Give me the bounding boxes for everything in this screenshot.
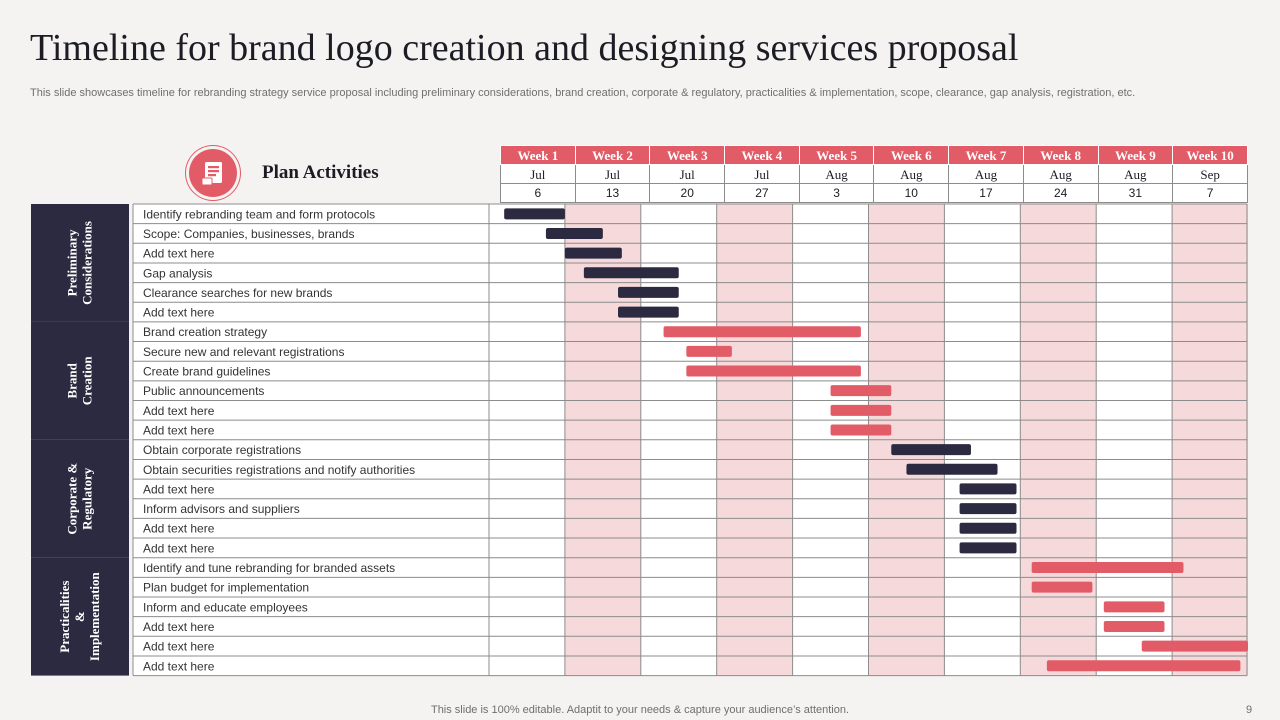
week-day: 3	[798, 183, 875, 203]
footer-note: This slide is 100% editable. Adaptit to …	[430, 704, 850, 716]
gantt-bar	[1103, 601, 1165, 613]
task-label: Add text here	[143, 404, 215, 418]
group-panel	[31, 557, 129, 676]
group-label: Corporate &Regulatory	[65, 463, 95, 535]
task-label: Add text here	[143, 522, 215, 536]
task-label: Add text here	[143, 659, 215, 673]
page-number: 9	[1246, 704, 1253, 716]
week-day: 24	[1022, 183, 1099, 203]
week-month: Jul	[724, 164, 800, 184]
plan-activities-heading: Plan Activities	[262, 162, 379, 183]
gantt-bar	[891, 444, 971, 456]
group-label: BrandCreation	[65, 356, 95, 406]
gantt-bar	[564, 247, 622, 259]
gantt-bar	[1046, 660, 1241, 672]
task-label: Add text here	[143, 247, 215, 261]
group-panel	[31, 204, 129, 322]
task-label: Inform advisors and suppliers	[143, 502, 300, 516]
gantt-bar	[1031, 562, 1184, 574]
week-header-table: Week 1 Week 2 Week 3 Week 4 Week 5 Week …	[500, 145, 1248, 203]
week-month: Jul	[574, 164, 651, 184]
week-month: Jul	[500, 164, 576, 184]
week-label: Week 7	[948, 145, 1024, 165]
task-label: Brand creation strategy	[143, 325, 267, 339]
task-label: Add text here	[143, 541, 215, 555]
week-label: Week 8	[1022, 145, 1099, 165]
gantt-bar	[504, 208, 565, 220]
week-day: 20	[649, 183, 726, 203]
week-day: 17	[948, 183, 1024, 203]
task-label: Public announcements	[143, 384, 264, 398]
gantt-bar	[906, 463, 998, 475]
gantt-bar	[545, 227, 603, 239]
slide-subtitle: This slide showcases timeline for rebran…	[30, 87, 1136, 99]
task-label: Identify and tune rebranding for branded…	[143, 561, 395, 575]
task-label: Scope: Companies, businesses, brands	[143, 227, 354, 241]
plan-icon-badge	[189, 149, 237, 197]
task-label: Secure new and relevant registrations	[143, 345, 344, 359]
group-panel	[31, 439, 129, 558]
week-month: Aug	[798, 164, 875, 184]
task-label: Add text here	[143, 423, 215, 437]
group-label: PreliminaryConsiderations	[65, 221, 95, 305]
week-month: Aug	[948, 164, 1024, 184]
gantt-bar	[830, 385, 892, 397]
group-label: Practicalities&Implementation	[57, 571, 102, 661]
gantt-bar	[959, 542, 1017, 554]
gantt-bar	[959, 503, 1017, 515]
week-day: 10	[873, 183, 950, 203]
week-label: Week 5	[798, 145, 875, 165]
gantt-bar	[1103, 620, 1165, 632]
task-label: Create brand guidelines	[143, 365, 270, 379]
gantt-bar	[583, 267, 679, 279]
gantt-bar	[1031, 581, 1093, 593]
group-panel	[31, 321, 129, 440]
gantt-bar	[663, 326, 861, 338]
week-day: 7	[1172, 183, 1248, 203]
gantt-bar	[618, 286, 679, 298]
task-label: Obtain corporate registrations	[143, 443, 301, 457]
gantt-bar	[618, 306, 679, 318]
gantt-chart: PreliminaryConsiderations BrandCreation Co…	[31, 203, 1248, 677]
week-day: 13	[574, 183, 651, 203]
gantt-bar	[959, 522, 1017, 534]
task-label: Add text here	[143, 640, 215, 654]
task-label: Obtain securities registrations and noti…	[143, 463, 415, 477]
task-label: Add text here	[143, 482, 215, 496]
slide-title: Timeline for brand logo creation and des…	[30, 27, 1019, 69]
gantt-bar	[959, 483, 1017, 495]
week-month: Aug	[1022, 164, 1099, 184]
task-label: Add text here	[143, 620, 215, 634]
document-stack-icon	[201, 162, 222, 186]
gantt-bar	[1141, 640, 1248, 652]
week-label: Week 6	[873, 145, 950, 165]
task-label: Clearance searches for new brands	[143, 286, 332, 300]
gantt-bar	[830, 424, 892, 436]
week-label: Week 2	[574, 145, 651, 165]
week-day: 6	[500, 183, 576, 203]
gantt-bar	[686, 345, 732, 357]
task-label: Add text here	[143, 306, 215, 320]
task-label: Inform and educate employees	[143, 600, 308, 614]
gantt-bar	[830, 404, 892, 416]
task-label: Identify rebranding team and form protoc…	[143, 207, 375, 221]
task-label: Gap analysis	[143, 266, 212, 280]
gantt-bar	[686, 365, 861, 377]
week-day: 31	[1097, 183, 1174, 203]
task-label: Plan budget for implementation	[143, 581, 309, 595]
